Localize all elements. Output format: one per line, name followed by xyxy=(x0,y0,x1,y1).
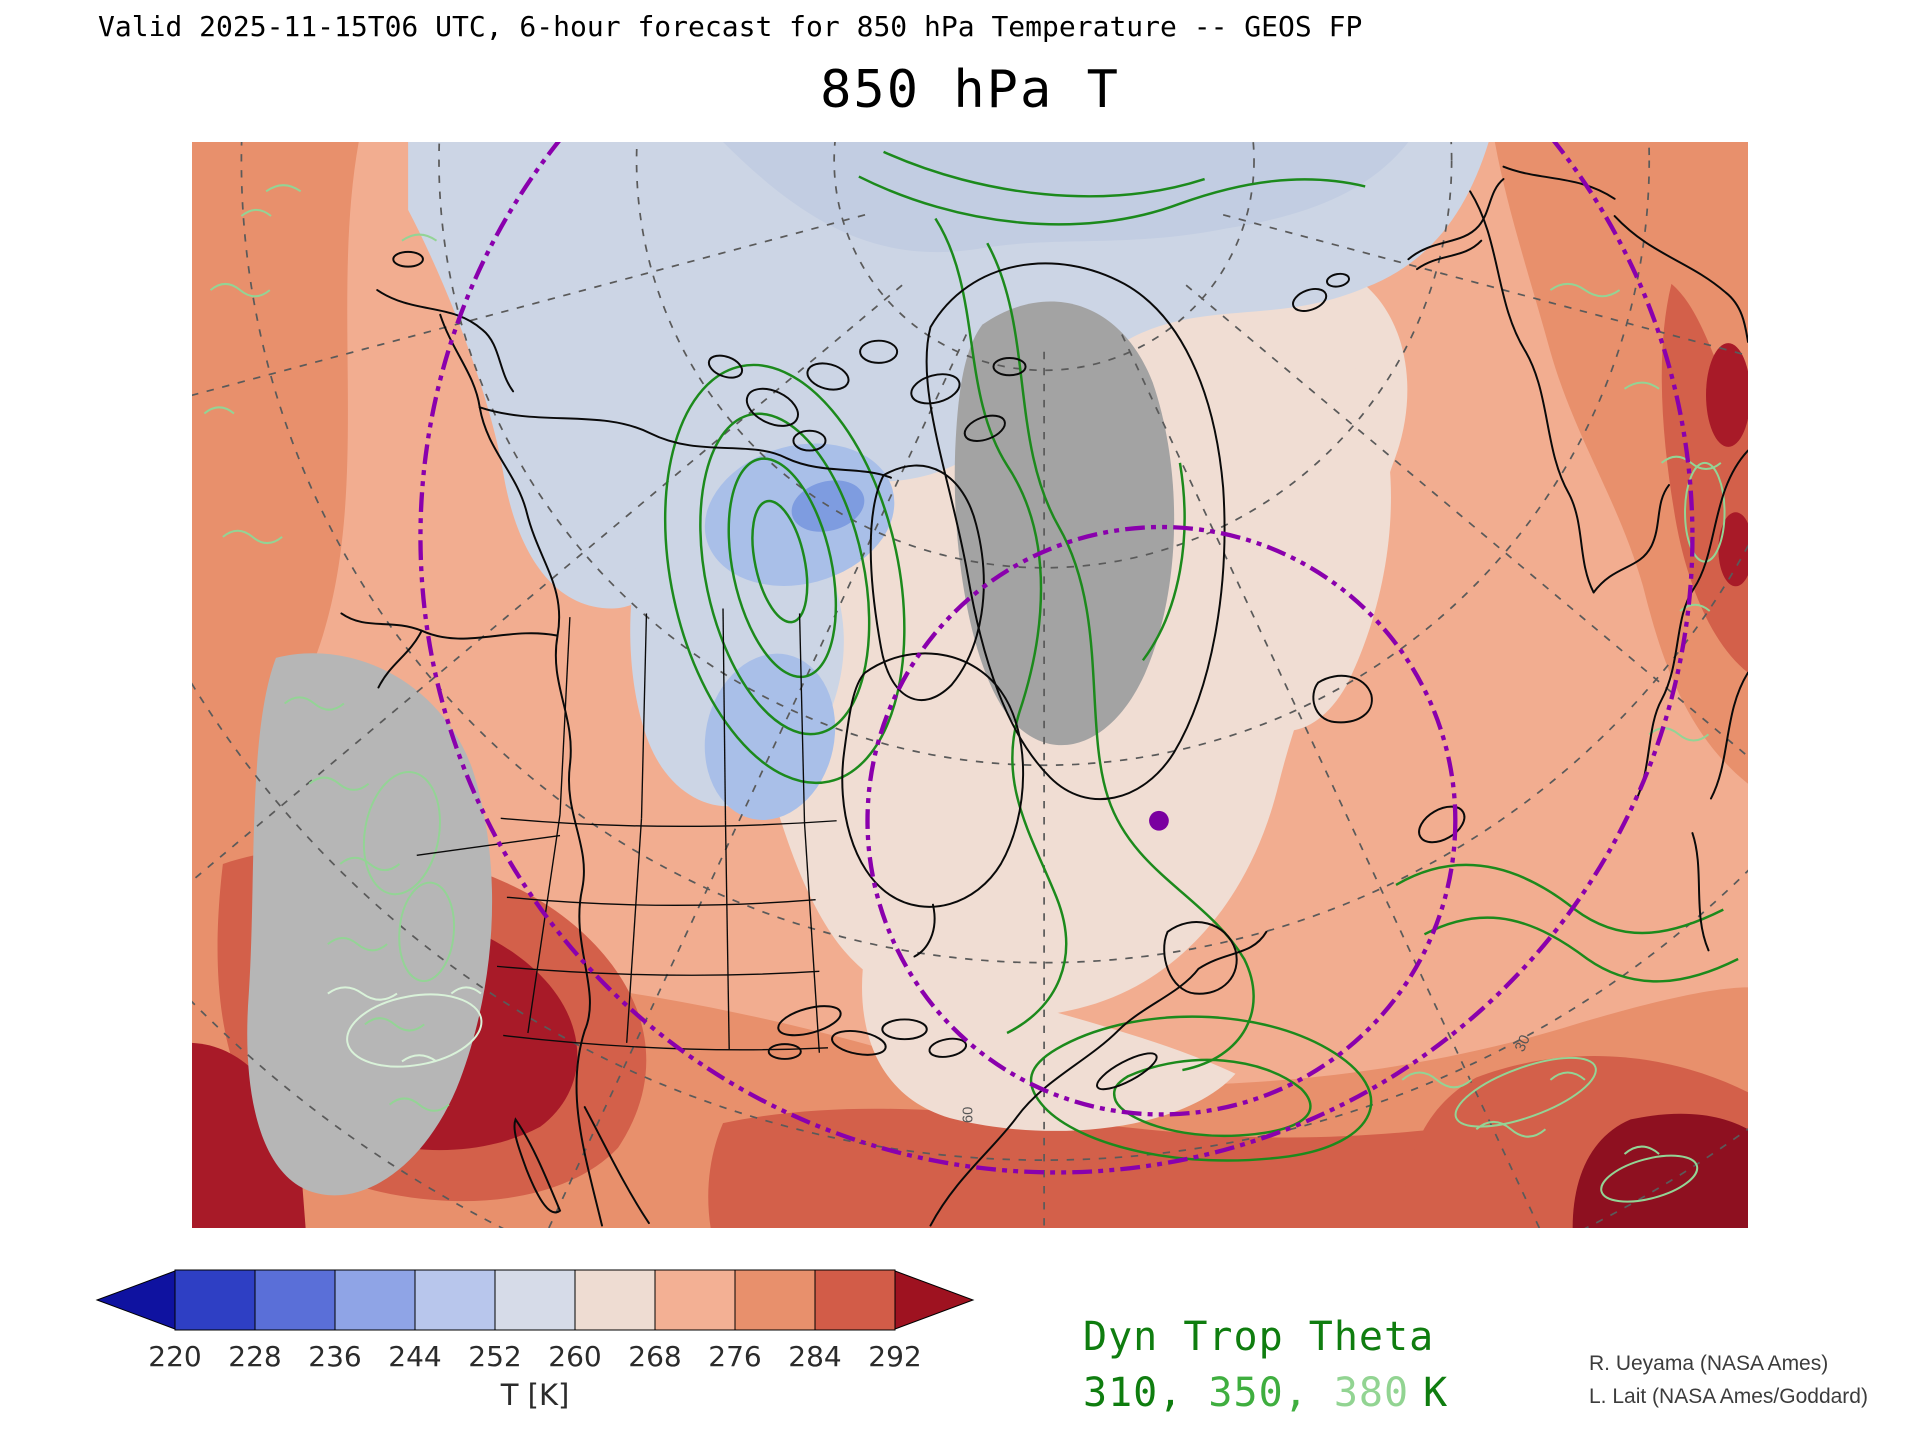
colorbar-swatch xyxy=(494,1269,576,1331)
dyn-trop-theta-contours xyxy=(663,150,1739,1162)
colorbar-tick: 292 xyxy=(868,1340,922,1373)
white-theta-contours xyxy=(327,986,483,1068)
station-marker xyxy=(1149,810,1169,831)
light-theta-contours xyxy=(203,184,1726,1203)
colorbar-tick: 228 xyxy=(228,1340,282,1373)
trop-theta-legend: Dyn Trop Theta 310, 350, 380 K xyxy=(1083,1310,1448,1420)
page-title: 850 hPa T xyxy=(820,60,1120,120)
purple-annotation-circles xyxy=(418,142,1695,1175)
greenland-ice-mask xyxy=(954,301,1175,746)
graticule-label-30: 30 xyxy=(1512,1033,1533,1055)
theta-unit: K xyxy=(1423,1370,1449,1416)
political-borders xyxy=(416,608,837,1053)
colorbar-ticks: 220 228 236 244 252 260 268 276 284 292 xyxy=(95,1334,975,1373)
theta-separator: , xyxy=(1158,1370,1209,1416)
graticule-label-60: 60 xyxy=(960,1107,976,1123)
rockies-terrain-mask xyxy=(247,653,493,1196)
theta-separator: , xyxy=(1283,1370,1334,1416)
colorbar-arrow-right xyxy=(894,1270,975,1330)
theta-level-350: 350 xyxy=(1208,1370,1284,1416)
colorbar-tick: 236 xyxy=(308,1340,362,1373)
colorbar-tick: 220 xyxy=(148,1340,202,1373)
purple-circle-inner xyxy=(865,524,1458,1117)
trop-theta-levels: 310, 350, 380 K xyxy=(1083,1366,1448,1420)
colorbar-swatch xyxy=(734,1269,816,1331)
colorbar-scale xyxy=(95,1269,975,1331)
trop-theta-title: Dyn Trop Theta xyxy=(1083,1314,1435,1360)
colorbar-tick: 276 xyxy=(708,1340,762,1373)
colorbar-swatch xyxy=(254,1269,336,1331)
temperature-shading xyxy=(192,142,1748,1228)
credits: R. Ueyama (NASA Ames) L. Lait (NASA Ames… xyxy=(1589,1348,1868,1413)
colorbar-swatch xyxy=(334,1269,416,1331)
theta-level-310: 310 xyxy=(1083,1370,1159,1416)
colorbar-axis-label: T [K] xyxy=(500,1378,570,1412)
colorbar-arrow-left xyxy=(95,1270,176,1330)
colorbar-swatch xyxy=(814,1269,896,1331)
colorbar-swatch xyxy=(654,1269,736,1331)
colorbar-tick: 244 xyxy=(388,1340,442,1373)
coastlines xyxy=(340,165,1748,1227)
colorbar-swatch xyxy=(574,1269,656,1331)
colorbar: 220 228 236 244 252 260 268 276 284 292 … xyxy=(95,1268,975,1412)
purple-circle-outer xyxy=(418,142,1695,1175)
colorbar-tick: 268 xyxy=(628,1340,682,1373)
credit-line-1: R. Ueyama (NASA Ames) xyxy=(1589,1352,1829,1375)
validity-line: Valid 2025-11-15T06 UTC, 6-hour forecast… xyxy=(98,10,1363,43)
theta-level-380: 380 xyxy=(1333,1370,1410,1416)
colorbar-swatch xyxy=(414,1269,496,1331)
map-canvas: 60 30 xyxy=(192,142,1748,1228)
credit-line-2: L. Lait (NASA Ames/Goddard) xyxy=(1589,1384,1868,1408)
colorbar-tick: 260 xyxy=(548,1340,602,1373)
colorbar-tick: 284 xyxy=(788,1340,842,1373)
colorbar-tick: 252 xyxy=(468,1340,522,1373)
colorbar-swatch xyxy=(174,1269,256,1331)
map-svg: 60 30 xyxy=(192,142,1748,1228)
